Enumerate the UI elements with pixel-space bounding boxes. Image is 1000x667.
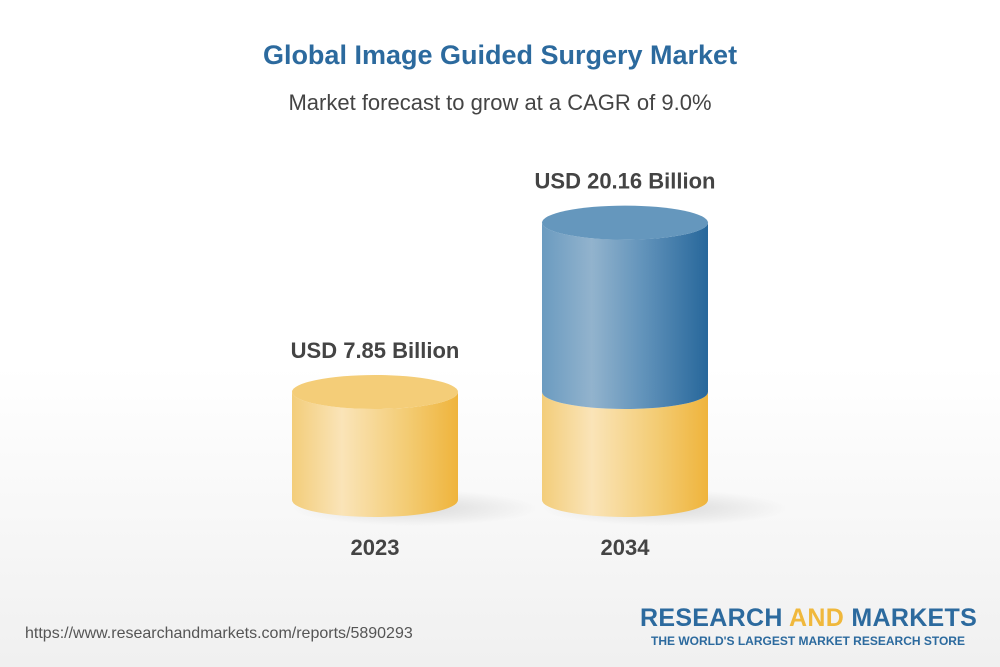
source-url[interactable]: https://www.researchandmarkets.com/repor… (25, 625, 413, 642)
chart-title: Global Image Guided Surgery Market (262, 40, 738, 70)
data-label: USD 7.85 Billion (291, 338, 460, 363)
bar-2023 (292, 392, 458, 517)
data-label: USD 20.16 Billion (535, 169, 716, 194)
category-label: 2034 (601, 535, 651, 560)
research-and-markets-logo: RESEARCH AND MARKETS THE WORLD'S LARGEST… (640, 604, 978, 648)
category-label: 2023 (351, 535, 400, 560)
chart-subtitle: Market forecast to grow at a CAGR of 9.0… (288, 90, 712, 115)
bar-base-segment-2034 (542, 392, 708, 517)
bar-top-2023 (292, 375, 458, 409)
bar-growth-segment-2034 (542, 222, 708, 409)
bar-top-2034 (542, 205, 708, 240)
